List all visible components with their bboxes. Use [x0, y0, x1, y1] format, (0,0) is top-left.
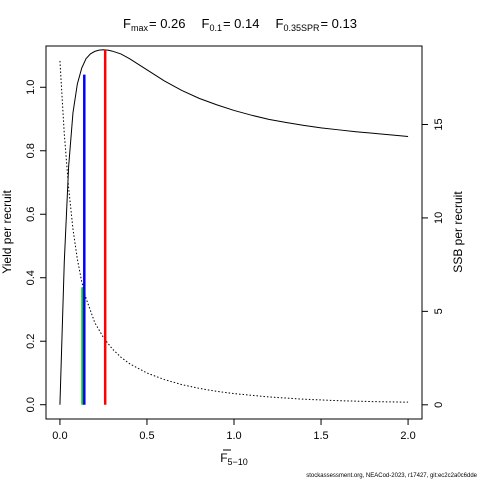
- y-right-tick-label: 15: [433, 118, 445, 130]
- y-axis-right: 0 5 10 15: [422, 118, 445, 408]
- y-axis-left-label: Yield per recruit: [0, 190, 14, 274]
- y-left-tick-label: 0.0: [25, 397, 37, 412]
- x-axis-label: F5−10: [220, 451, 248, 467]
- x-tick-label: 1.0: [226, 430, 241, 442]
- x-axis-label-base: F: [220, 451, 227, 465]
- y-left-tick-label: 0.4: [25, 270, 37, 285]
- series-layer: [59, 49, 409, 405]
- title-sub-0: max: [131, 23, 149, 33]
- title-sub-1: 0.1: [209, 23, 222, 33]
- reference-lines: [81, 49, 107, 405]
- x-tick-label: 2.0: [400, 430, 415, 442]
- x-axis-label-sub: 5−10: [228, 457, 248, 467]
- x-tick-label: 0.5: [139, 430, 154, 442]
- y-right-tick-label: 10: [433, 212, 445, 224]
- yield-per-recruit-line: [59, 49, 409, 405]
- ssb-per-recruit-line: [59, 60, 409, 403]
- title-value-1: = 0.14: [223, 16, 260, 31]
- y-left-tick-label: 0.2: [25, 334, 37, 349]
- x-tick-label: 1.5: [313, 430, 328, 442]
- title-term-0: F: [123, 16, 131, 31]
- chart-title: Fmax= 0.26 F0.1= 0.14 F0.35SPR= 0.13: [123, 16, 357, 33]
- y-left-tick-label: 0.6: [25, 207, 37, 222]
- title-value-0: = 0.26: [149, 16, 186, 31]
- y-axis-left: 0.0 0.2 0.4 0.6 0.8 1.0: [25, 80, 46, 412]
- title-term-2: F: [275, 16, 283, 31]
- title-sub-2: 0.35SPR: [283, 23, 320, 33]
- y-right-tick-label: 0: [433, 402, 445, 408]
- title-value-2: = 0.13: [320, 16, 357, 31]
- y-axis-right-label: SSB per recruit: [451, 191, 465, 273]
- footer-source: stockassessment.org, NEACod-2023, r17427…: [306, 473, 477, 479]
- y-left-tick-label: 0.8: [25, 143, 37, 158]
- y-right-tick-label: 5: [433, 308, 445, 314]
- x-tick-label: 0.0: [52, 430, 67, 442]
- x-axis: 0.0 0.5 1.0 1.5 2.0: [52, 419, 416, 442]
- title-term-1: F: [202, 16, 210, 31]
- y-left-tick-label: 1.0: [25, 80, 37, 95]
